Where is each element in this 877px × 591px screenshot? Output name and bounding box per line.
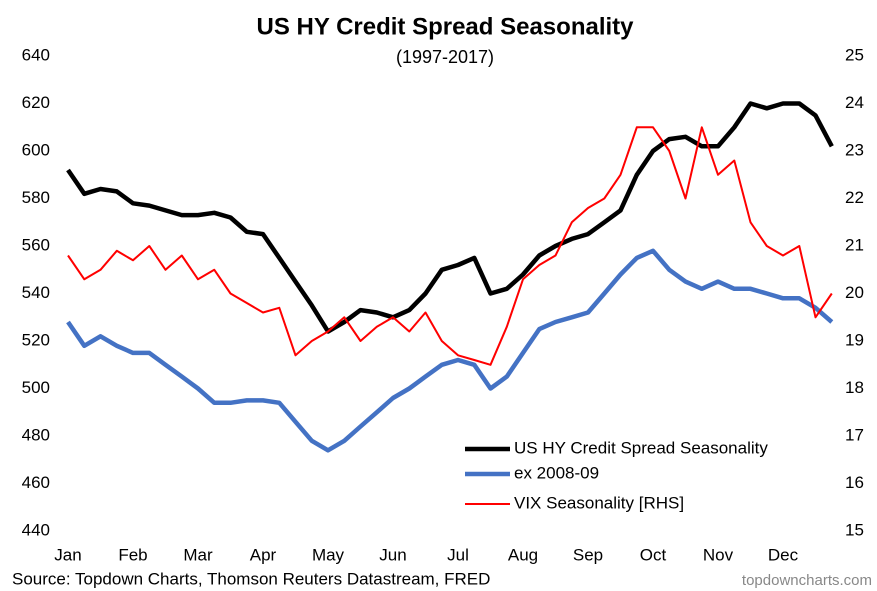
legend-label: US HY Credit Spread Seasonality [514, 438, 768, 457]
series-line [66, 101, 834, 334]
y2-tick-label: 21 [845, 235, 864, 254]
chart-title: US HY Credit Spread Seasonality [256, 13, 634, 40]
y-tick-label: 580 [22, 188, 50, 207]
y-tick-label: 440 [22, 520, 50, 539]
y-tick-label: 620 [22, 93, 50, 112]
x-tick-label: Jul [447, 545, 469, 564]
x-tick-label: Oct [640, 545, 667, 564]
y-tick-label: 520 [22, 330, 50, 349]
legend-label: VIX Seasonality [RHS] [514, 493, 684, 512]
y2-tick-label: 20 [845, 283, 864, 302]
x-tick-label: Feb [118, 545, 147, 564]
y2-tick-label: 19 [845, 330, 864, 349]
y2-tick-label: 25 [845, 45, 864, 64]
y2-tick-label: 22 [845, 188, 864, 207]
x-tick-label: Aug [508, 545, 538, 564]
y2-tick-label: 24 [845, 93, 864, 112]
x-tick-label: Apr [250, 545, 277, 564]
y-tick-label: 560 [22, 235, 50, 254]
x-tick-label: Dec [768, 545, 799, 564]
y-tick-label: 500 [22, 378, 50, 397]
x-tick-label: Jun [379, 545, 406, 564]
y2-tick-label: 18 [845, 378, 864, 397]
series-line [66, 248, 834, 453]
y2-tick-label: 23 [845, 140, 864, 159]
x-tick-label: May [312, 545, 345, 564]
y-tick-label: 480 [22, 425, 50, 444]
x-tick-label: Mar [183, 545, 213, 564]
x-tick-label: Nov [703, 545, 734, 564]
chart-subtitle: (1997-2017) [396, 47, 494, 67]
legend-label: ex 2008-09 [514, 463, 599, 482]
source: Source: Topdown Charts, Thomson Reuters … [12, 569, 490, 588]
y-tick-label: 600 [22, 140, 50, 159]
y-tick-label: 540 [22, 283, 50, 302]
y-tick-label: 640 [22, 45, 50, 64]
x-tick-label: Jan [54, 545, 81, 564]
y2-tick-label: 15 [845, 520, 864, 539]
x-tick-label: Sep [573, 545, 603, 564]
series-line [67, 126, 833, 366]
y2-tick-label: 16 [845, 473, 864, 492]
y-tick-label: 460 [22, 473, 50, 492]
watermark: topdowncharts.com [742, 572, 872, 589]
y2-tick-label: 17 [845, 425, 864, 444]
